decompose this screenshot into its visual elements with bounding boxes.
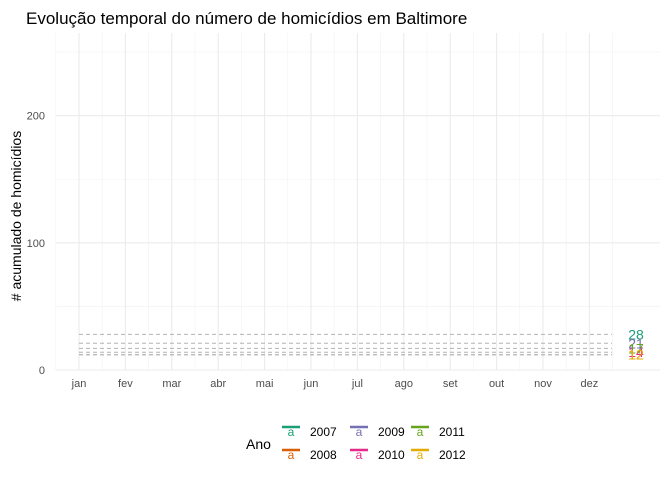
legend-label-2007: 2007 <box>310 425 337 439</box>
end-label-2011: 17 <box>628 340 644 356</box>
x-tick-label: fev <box>118 378 133 390</box>
y-axis-ticks: 0 100 200 <box>27 111 45 377</box>
legend-glyph-2011: a <box>417 425 424 439</box>
end-label-2007: 28 <box>628 326 644 342</box>
end-label-2008: 12 <box>628 347 644 363</box>
x-tick-label: mar <box>162 378 181 390</box>
series-lines <box>79 333 612 356</box>
legend-glyph-2007: a <box>288 425 295 439</box>
y-tick-label: 0 <box>39 365 45 377</box>
x-tick-label: set <box>443 378 458 390</box>
y-axis-label: # acumulado de homicídios <box>8 131 24 301</box>
legend-glyph-2008: a <box>288 448 295 462</box>
end-label-2012: 12 <box>628 347 644 363</box>
x-tick-label: out <box>489 378 504 390</box>
x-axis-ticks: jan fev mar abr mai jun jul ago set out nov dez <box>71 378 599 390</box>
legend: Ano a 2007 a 2008 a 2009 a 2010 a 2011 a 2012 <box>246 425 466 462</box>
x-tick-label: dez <box>581 378 599 390</box>
end-label-2010: 14 <box>628 344 644 360</box>
x-tick-label: jul <box>351 378 363 390</box>
legend-label-2009: 2009 <box>378 425 405 439</box>
end-label-2009: 21 <box>628 335 644 351</box>
x-tick-label: jan <box>71 378 87 390</box>
legend-glyph-2012: a <box>417 448 424 462</box>
x-tick-label: mai <box>256 378 274 390</box>
y-tick-label: 100 <box>27 238 45 250</box>
legend-glyph-2009: a <box>356 425 363 439</box>
chart-title: Evolução temporal do número de homicídio… <box>26 9 467 28</box>
x-tick-label: jun <box>303 378 319 390</box>
legend-title: Ano <box>246 436 271 452</box>
x-tick-label: abr <box>210 378 226 390</box>
x-tick-label: ago <box>395 378 413 390</box>
grid-major <box>56 33 660 371</box>
legend-label-2010: 2010 <box>378 448 405 462</box>
legend-label-2008: 2008 <box>310 448 337 462</box>
legend-label-2012: 2012 <box>439 448 466 462</box>
legend-glyph-2010: a <box>356 448 363 462</box>
y-tick-label: 200 <box>27 111 45 123</box>
legend-label-2011: 2011 <box>439 425 465 439</box>
grid-minor <box>55 33 660 370</box>
x-tick-label: nov <box>534 378 552 390</box>
